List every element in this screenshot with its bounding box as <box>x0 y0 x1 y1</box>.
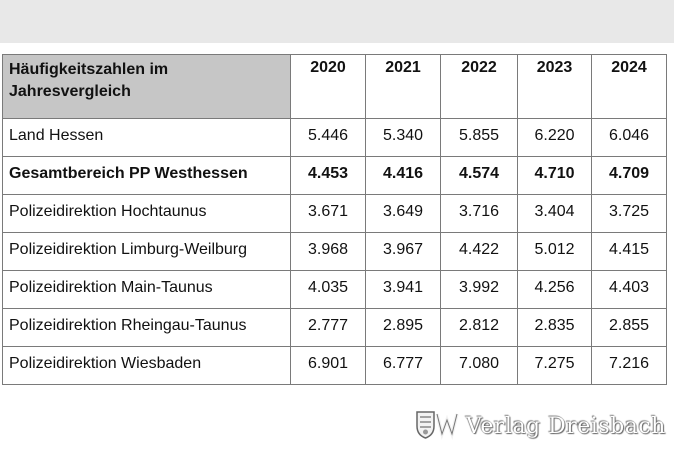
table-row: Polizeidirektion Main-Taunus 4.035 3.941… <box>2 270 667 309</box>
table-header-row: Häufigkeitszahlen im Jahresvergleich 202… <box>2 54 667 119</box>
cell-value: 4.709 <box>591 156 667 195</box>
row-label: Land Hessen <box>2 118 291 157</box>
cell-value: 6.220 <box>517 118 592 157</box>
cell-value: 6.901 <box>290 346 366 385</box>
year-header: 2021 <box>365 54 441 119</box>
cell-value: 3.992 <box>440 270 518 309</box>
cell-value: 4.453 <box>290 156 366 195</box>
table-row: Land Hessen 5.446 5.340 5.855 6.220 6.04… <box>2 118 667 157</box>
cell-value: 4.256 <box>517 270 592 309</box>
table-row: Polizeidirektion Wiesbaden 6.901 6.777 7… <box>2 346 667 385</box>
cell-value: 5.340 <box>365 118 441 157</box>
cell-value: 4.415 <box>591 232 667 271</box>
row-label: Polizeidirektion Hochtaunus <box>2 194 291 233</box>
cell-value: 6.777 <box>365 346 441 385</box>
cell-value: 2.835 <box>517 308 592 347</box>
cell-value: 3.716 <box>440 194 518 233</box>
row-label: Polizeidirektion Main-Taunus <box>2 270 291 309</box>
cell-value: 3.967 <box>365 232 441 271</box>
year-header: 2022 <box>440 54 518 119</box>
row-label: Polizeidirektion Limburg-Weilburg <box>2 232 291 271</box>
frequency-table: Häufigkeitszahlen im Jahresvergleich 202… <box>2 54 667 385</box>
watermark-text: Verlag Dreisbach <box>466 414 666 439</box>
cell-value: 4.416 <box>365 156 441 195</box>
cell-value: 4.035 <box>290 270 366 309</box>
year-header: 2024 <box>591 54 667 119</box>
cell-value: 6.046 <box>591 118 667 157</box>
publisher-watermark: Verlag Dreisbach <box>414 408 666 445</box>
cell-value: 4.403 <box>591 270 667 309</box>
table-row: Polizeidirektion Limburg-Weilburg 3.968 … <box>2 232 667 271</box>
year-header: 2023 <box>517 54 592 119</box>
row-label: Gesamtbereich PP Westhessen <box>2 156 291 195</box>
table-row: Polizeidirektion Rheingau-Taunus 2.777 2… <box>2 308 667 347</box>
cell-value: 4.422 <box>440 232 518 271</box>
cell-value: 7.275 <box>517 346 592 385</box>
cell-value: 4.574 <box>440 156 518 195</box>
cell-value: 7.080 <box>440 346 518 385</box>
cell-value: 3.671 <box>290 194 366 233</box>
cell-value: 3.404 <box>517 194 592 233</box>
year-header: 2020 <box>290 54 366 119</box>
cell-value: 7.216 <box>591 346 667 385</box>
row-label: Polizeidirektion Wiesbaden <box>2 346 291 385</box>
table-row-total: Gesamtbereich PP Westhessen 4.453 4.416 … <box>2 156 667 195</box>
cell-value: 5.012 <box>517 232 592 271</box>
cell-value: 2.812 <box>440 308 518 347</box>
cell-value: 3.941 <box>365 270 441 309</box>
cell-value: 3.725 <box>591 194 667 233</box>
row-label: Polizeidirektion Rheingau-Taunus <box>2 308 291 347</box>
table-row: Polizeidirektion Hochtaunus 3.671 3.649 … <box>2 194 667 233</box>
publisher-crest-icon <box>414 408 460 445</box>
cell-value: 5.446 <box>290 118 366 157</box>
header-label: Häufigkeitszahlen im Jahresvergleich <box>2 54 291 119</box>
cell-value: 5.855 <box>440 118 518 157</box>
cell-value: 2.777 <box>290 308 366 347</box>
cell-value: 3.968 <box>290 232 366 271</box>
cell-value: 2.855 <box>591 308 667 347</box>
cell-value: 3.649 <box>365 194 441 233</box>
cell-value: 2.895 <box>365 308 441 347</box>
cell-value: 4.710 <box>517 156 592 195</box>
